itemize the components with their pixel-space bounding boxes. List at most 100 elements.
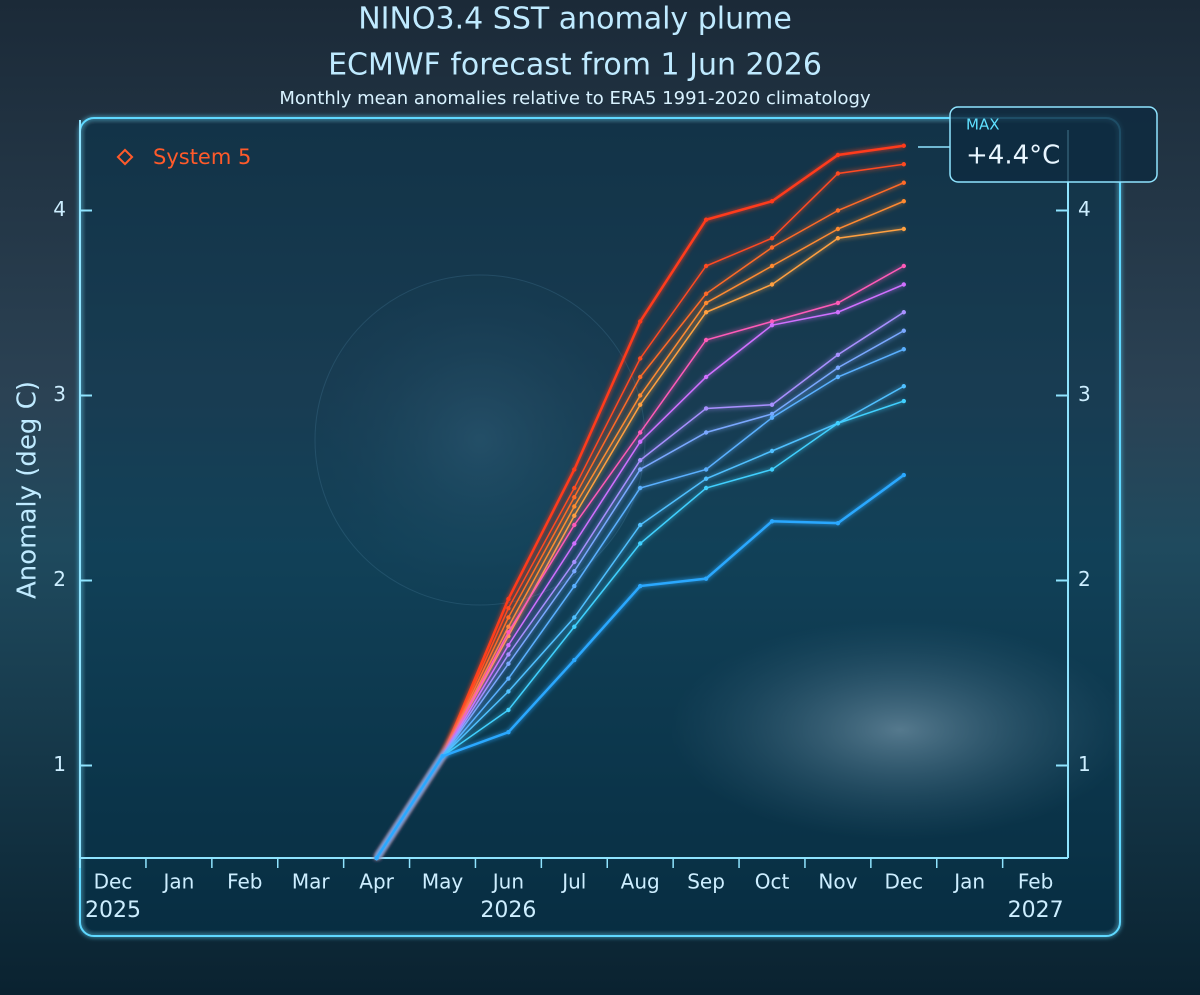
ensemble-point [572, 467, 577, 472]
ensemble-point [638, 374, 643, 380]
ensemble-point [703, 576, 709, 581]
ensemble-point [638, 583, 643, 589]
ensemble-point [572, 513, 577, 518]
ensemble-point [703, 430, 709, 435]
x-tick-label: Dec [884, 870, 923, 894]
ensemble-point [703, 406, 709, 411]
ensemble-point [901, 263, 906, 269]
y-tick-label-right: 1 [1078, 752, 1091, 776]
ensemble-point [572, 504, 577, 509]
ensemble-point [901, 199, 906, 204]
panel-frame [79, 117, 1121, 937]
ensemble-point [506, 661, 511, 666]
ensemble-point [572, 522, 577, 528]
y-axis-label: Anomaly (deg C) [13, 381, 43, 599]
ensemble-point [638, 356, 643, 361]
ensemble-point [703, 217, 709, 222]
ensemble-point [901, 328, 906, 333]
ensemble-point [506, 596, 511, 602]
x-year-label: 2027 [1008, 898, 1064, 923]
ensemble-point [901, 180, 906, 185]
ensemble-point [506, 630, 511, 635]
ensemble-point [901, 347, 906, 352]
ensemble-point [769, 323, 775, 328]
ensemble-point [506, 676, 511, 681]
ensemble-point [901, 226, 906, 232]
ensemble-point [901, 143, 906, 148]
ensemble-point [506, 624, 511, 629]
legend-marker [116, 148, 134, 166]
ensemble-point [769, 402, 775, 407]
chart-caption: Monthly mean anomalies relative to ERA5 … [279, 88, 871, 109]
x-tick-label: Mar [292, 870, 331, 894]
x-tick-label: Sep [687, 870, 725, 894]
ensemble-point [506, 689, 511, 694]
ensemble-point [572, 615, 577, 620]
ensemble-point [506, 643, 511, 648]
ensemble-point [901, 398, 906, 404]
ensemble-point [638, 393, 643, 398]
ensemble-point [638, 439, 643, 444]
max-callout-title: MAX [966, 116, 999, 134]
y-tick-label-right: 3 [1078, 382, 1091, 406]
chart-title: NINO3.4 SST anomaly plume [358, 2, 792, 37]
ensemble-point [374, 855, 379, 861]
legend-label: System 5 [153, 145, 251, 169]
ensemble-point [703, 337, 709, 343]
ensemble-point [703, 485, 709, 491]
ensemble-point [769, 263, 775, 269]
ensemble-point [835, 520, 841, 526]
ensemble-point [440, 754, 445, 759]
ensemble-point [638, 485, 643, 491]
ensemble-point [835, 236, 841, 241]
x-tick-label: Dec [94, 870, 133, 894]
y-tick-label: 1 [53, 752, 66, 776]
x-tick-label: Jan [161, 870, 194, 894]
ensemble-point [703, 291, 709, 296]
ensemble-point [703, 476, 709, 481]
ensemble-point [638, 467, 643, 472]
ensemble-point [835, 352, 841, 357]
ensemble-point [703, 374, 709, 380]
ensemble-point [506, 615, 511, 620]
ensemble-point [506, 606, 511, 611]
x-year-label: 2026 [480, 898, 536, 923]
ensemble-point [703, 310, 709, 315]
ensemble-point [835, 365, 841, 370]
ensemble-point [572, 583, 577, 589]
ensemble-point [769, 467, 775, 472]
ensemble-point [835, 374, 841, 380]
y-tick-label-right: 2 [1078, 567, 1091, 591]
ensemble-point [835, 300, 841, 306]
y-tick-label: 3 [53, 382, 66, 406]
ensemble-point [901, 472, 906, 478]
ensemble-point [572, 485, 577, 491]
x-tick-label: Jan [952, 870, 985, 894]
x-tick-label: Aug [621, 870, 660, 894]
x-tick-label: May [422, 870, 464, 894]
x-tick-label: Feb [227, 870, 262, 894]
ensemble-point [835, 226, 841, 232]
ensemble-point [835, 171, 841, 176]
ensemble-point [638, 402, 643, 407]
ensemble-point [638, 522, 643, 528]
chart-subtitle: ECMWF forecast from 1 Jun 2026 [328, 48, 822, 83]
ensemble-point [835, 421, 841, 426]
ensemble-point [769, 245, 775, 250]
ensemble-point [835, 152, 841, 158]
ensemble-point [703, 300, 709, 306]
ensemble-point [835, 208, 841, 213]
ensemble-point [572, 541, 577, 546]
ensemble-point [638, 541, 643, 546]
ensemble-point [769, 199, 775, 204]
x-tick-label: Jul [560, 870, 586, 894]
ensemble-point [769, 415, 775, 420]
ensemble-point [901, 310, 906, 315]
ensemble-point [506, 707, 511, 713]
ensemble-point [572, 569, 577, 574]
ensemble-point [769, 282, 775, 287]
ensemble-point [901, 162, 906, 167]
ensemble-point [638, 319, 643, 324]
x-year-label: 2025 [85, 898, 141, 923]
ensemble-point [769, 519, 775, 524]
